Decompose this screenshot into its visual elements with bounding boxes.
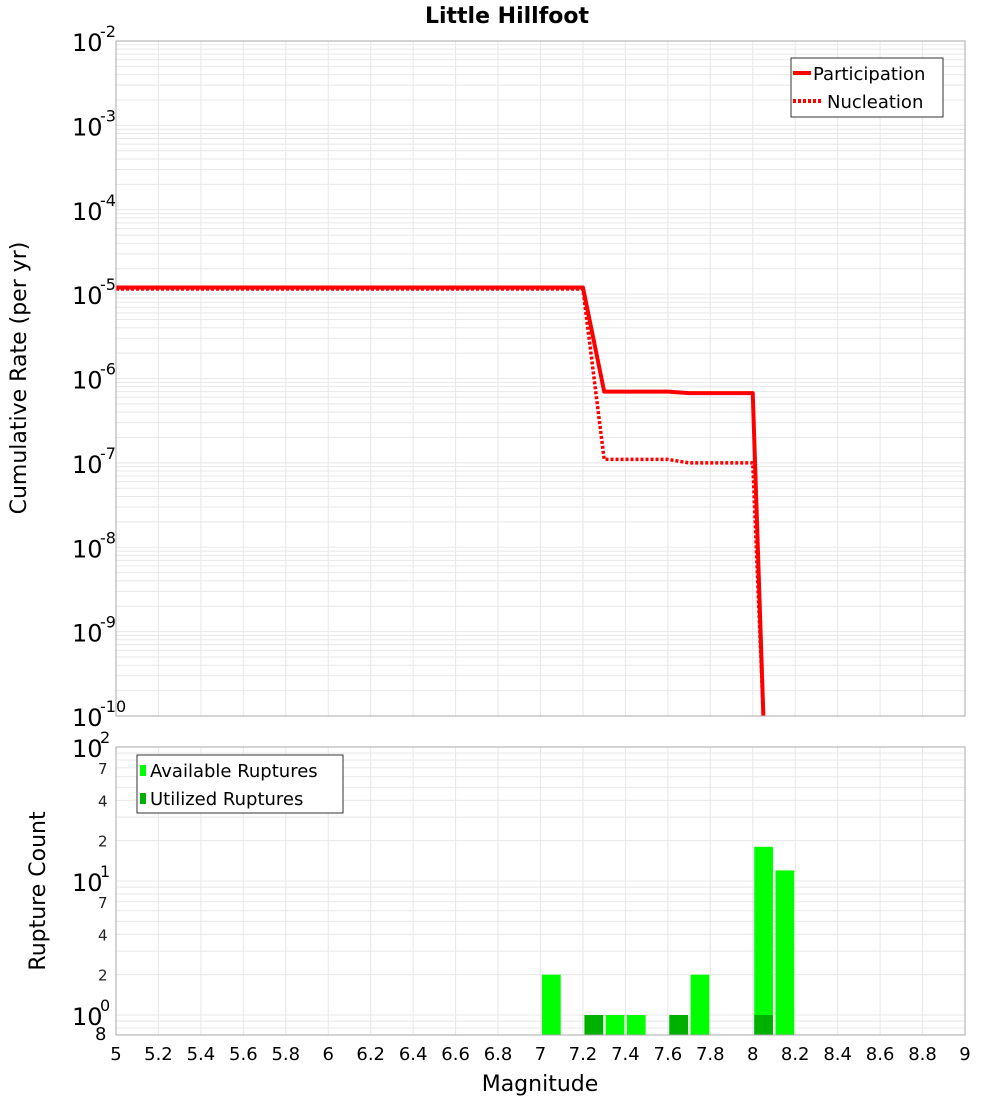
svg-text:10: 10 — [72, 535, 103, 563]
svg-text:8.2: 8.2 — [781, 1044, 810, 1065]
svg-text:0: 0 — [100, 996, 110, 1015]
svg-text:6.6: 6.6 — [441, 1044, 470, 1065]
svg-text:5.6: 5.6 — [229, 1044, 258, 1065]
svg-text:10: 10 — [72, 451, 103, 479]
svg-text:6.2: 6.2 — [356, 1044, 385, 1065]
svg-text:10: 10 — [72, 367, 103, 395]
svg-text:8.8: 8.8 — [908, 1044, 937, 1065]
svg-text:8.4: 8.4 — [823, 1044, 852, 1065]
chart-title: Little Hillfoot — [425, 4, 590, 29]
legend-utilized-swatch-icon — [140, 793, 146, 804]
top-frame — [115, 40, 966, 717]
svg-text:10: 10 — [72, 282, 103, 310]
svg-text:-10: -10 — [100, 697, 126, 716]
bar-utilized-ruptures — [669, 1015, 689, 1035]
svg-text:-3: -3 — [100, 106, 116, 125]
svg-text:10: 10 — [72, 704, 103, 732]
svg-text:-2: -2 — [100, 22, 116, 41]
svg-text:8: 8 — [95, 1024, 106, 1045]
svg-text:5.4: 5.4 — [187, 1044, 216, 1065]
svg-text:7: 7 — [98, 894, 108, 912]
svg-text:8.6: 8.6 — [866, 1044, 895, 1065]
legend-available: Available Ruptures — [150, 761, 318, 782]
series-nucleation — [116, 287, 766, 717]
svg-text:1: 1 — [100, 862, 110, 881]
bottom-y-axis-label: Rupture Count — [26, 811, 51, 971]
svg-text:-7: -7 — [100, 444, 116, 463]
svg-text:-8: -8 — [100, 528, 116, 547]
svg-text:-5: -5 — [100, 275, 116, 294]
bottom-legend: Available Ruptures Utilized Ruptures — [136, 754, 344, 814]
svg-text:6.8: 6.8 — [484, 1044, 513, 1065]
legend-available-swatch-icon — [140, 765, 146, 776]
svg-text:10: 10 — [72, 113, 103, 141]
svg-text:4: 4 — [98, 926, 108, 944]
svg-text:10: 10 — [72, 869, 103, 897]
svg-text:10: 10 — [72, 620, 103, 648]
x-axis-ticks: 5 5.2 5.4 5.6 5.8 6 6.2 6.4 6.6 6.8 7 7.2 7.4 7.6 7.8 8… — [110, 1044, 970, 1065]
top-legend: Participation Nucleation — [790, 57, 944, 118]
legend-nucleation: Nucleation — [827, 92, 923, 113]
top-plot-area: 10-210-310-410-510-610-710-810-910-10 Cu… — [7, 22, 966, 732]
svg-text:7.2: 7.2 — [569, 1044, 598, 1065]
bar-available-ruptures — [605, 1015, 625, 1035]
top-y-ticks: 10-210-310-410-510-610-710-810-910-10 — [72, 22, 126, 732]
svg-text:7.4: 7.4 — [611, 1044, 640, 1065]
bottom-bars — [542, 846, 795, 1035]
svg-text:10: 10 — [72, 1003, 103, 1031]
bar-available-ruptures — [775, 870, 795, 1035]
svg-text:-9: -9 — [100, 613, 116, 632]
top-y-axis-label: Cumulative Rate (per yr) — [7, 242, 32, 515]
svg-text:10: 10 — [72, 735, 103, 763]
svg-text:7.6: 7.6 — [654, 1044, 683, 1065]
bar-available-ruptures — [626, 1015, 646, 1035]
top-series — [116, 285, 766, 717]
svg-text:5.8: 5.8 — [271, 1044, 300, 1065]
legend-utilized: Utilized Ruptures — [150, 789, 303, 810]
svg-text:-4: -4 — [100, 191, 116, 210]
svg-text:4: 4 — [98, 792, 108, 810]
svg-text:10: 10 — [72, 29, 103, 57]
svg-text:7: 7 — [535, 1044, 546, 1065]
bar-utilized-ruptures — [754, 1015, 773, 1035]
svg-text:-6: -6 — [100, 360, 116, 379]
bar-available-ruptures — [754, 846, 773, 1035]
bar-available-ruptures — [542, 974, 561, 1035]
bottom-frame — [115, 746, 966, 1036]
svg-text:2: 2 — [98, 833, 108, 851]
svg-text:2: 2 — [100, 728, 110, 747]
svg-text:7: 7 — [98, 760, 108, 778]
top-grid — [115, 41, 966, 717]
svg-text:7.8: 7.8 — [696, 1044, 725, 1065]
svg-text:2: 2 — [98, 967, 108, 985]
svg-text:8: 8 — [747, 1044, 758, 1065]
legend-participation: Participation — [813, 64, 925, 85]
svg-text:5.2: 5.2 — [144, 1044, 173, 1065]
svg-text:9: 9 — [959, 1044, 970, 1065]
svg-text:6.4: 6.4 — [399, 1044, 428, 1065]
svg-text:10: 10 — [72, 198, 103, 226]
bar-utilized-ruptures — [584, 1015, 604, 1035]
svg-text:5: 5 — [110, 1044, 121, 1065]
x-axis-label: Magnitude — [482, 1072, 599, 1097]
svg-text:6: 6 — [323, 1044, 334, 1065]
bar-available-ruptures — [690, 974, 710, 1035]
